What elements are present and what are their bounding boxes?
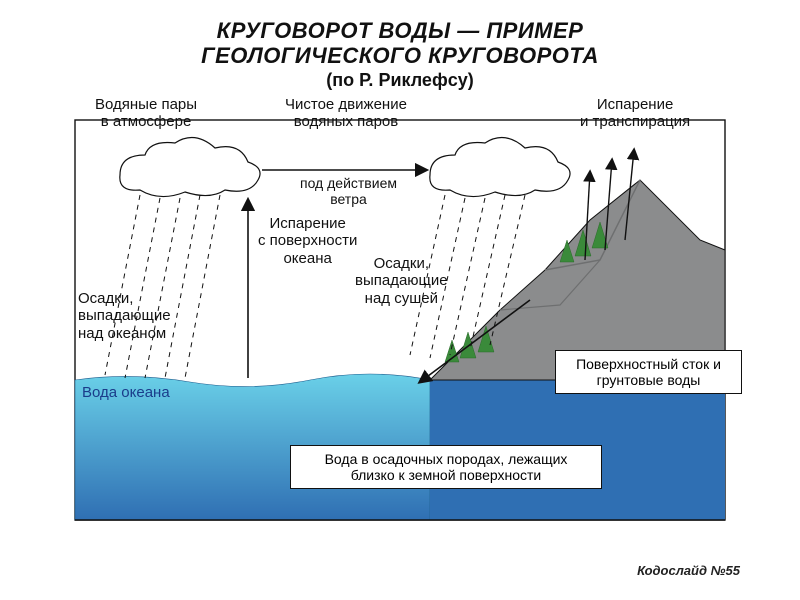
label-ocean-water: Вода океана: [82, 384, 170, 401]
cloud-land: [430, 138, 570, 197]
diagram-stage: КРУГОВОРОТ ВОДЫ — ПРИМЕР ГЕОЛОГИЧЕСКОГО …: [0, 0, 800, 600]
label-precip-land: Осадки, выпадающие над сушей: [355, 255, 448, 307]
rain-over-ocean: [105, 195, 220, 378]
label-precip-ocean: Осадки, выпадающие над океаном: [78, 290, 171, 342]
label-evap-transp: Испарение и транспирация: [580, 96, 690, 131]
label-wind-effect: под действием ветра: [300, 175, 397, 207]
label-sediment-water: Вода в осадочных породах, лежащих близко…: [290, 445, 602, 489]
cloud-ocean: [120, 138, 260, 197]
label-evap-ocean: Испарение с поверхности океана: [258, 215, 357, 267]
label-runoff-groundwater: Поверхностный сток и грунтовые воды: [555, 350, 742, 394]
slide-footer: Кодослайд №55: [637, 563, 740, 578]
label-net-movement: Чистое движение водяных паров: [285, 96, 407, 131]
label-vapor-atm: Водяные пары в атмосфере: [95, 96, 197, 131]
